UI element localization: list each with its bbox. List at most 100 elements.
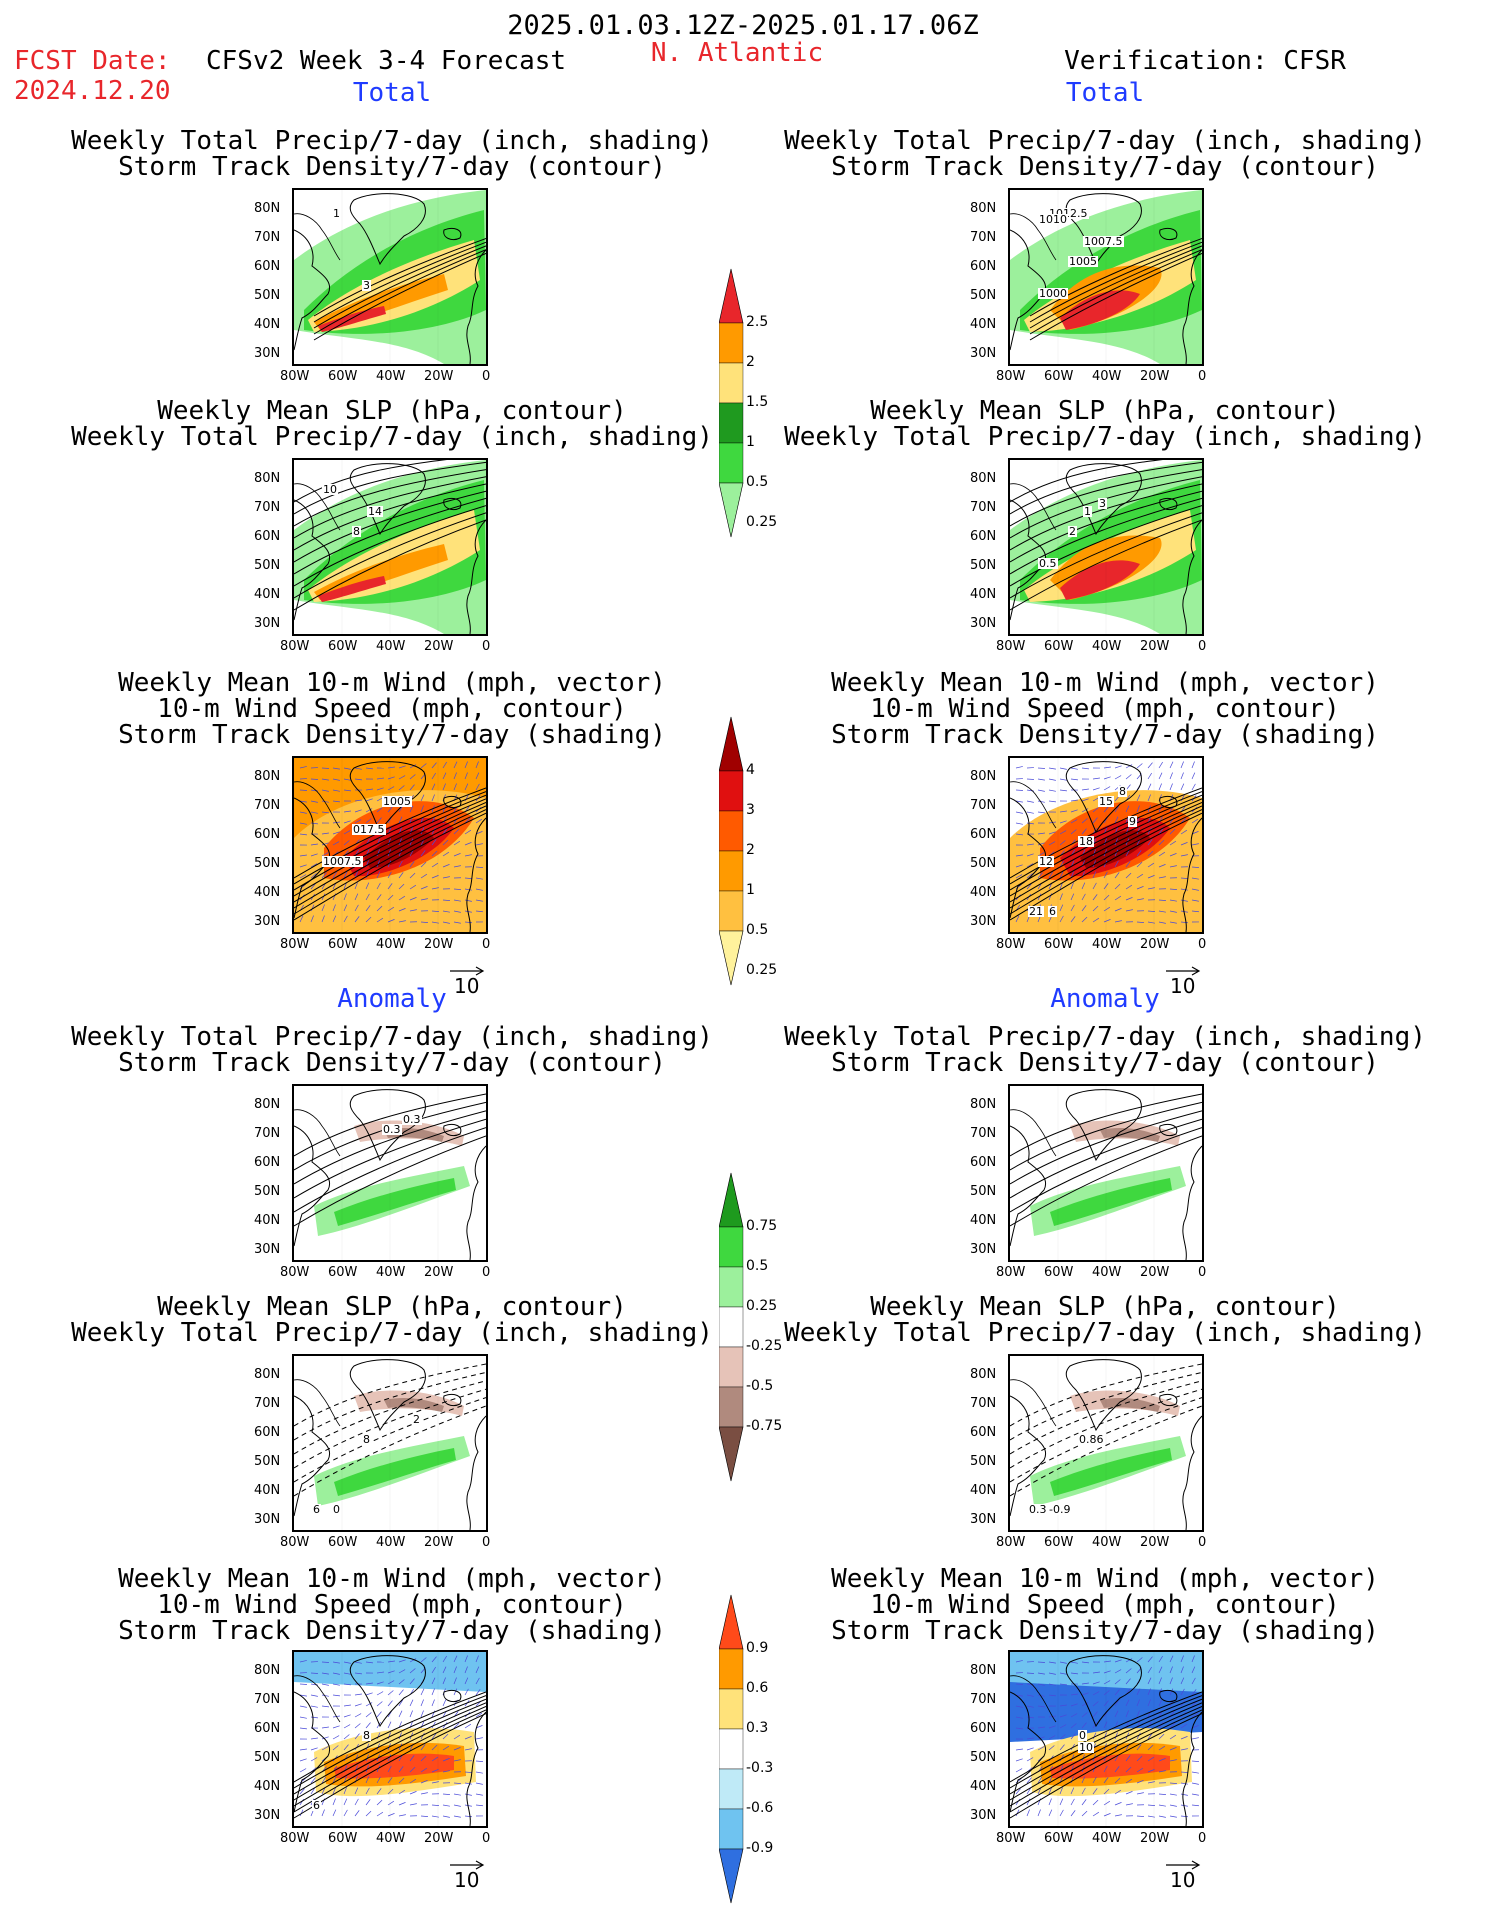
panel-title-4-fcst-line1: Weekly Total Precip/7-day (inch, shading… [71,1022,713,1052]
lat-tick-label: 60N [970,1155,997,1170]
map-plot [294,1356,486,1530]
colorbar-label: 0.5 [746,474,769,490]
lon-tick-label: 40W [376,369,406,384]
lat-tick-label: 40N [970,587,997,602]
contour-label: 2 [412,1413,421,1426]
lat-tick-label: 70N [254,1126,281,1141]
contour-label: 21 [1028,905,1044,918]
lon-tick-label: 60W [328,937,358,952]
lon-tick-label: 80W [280,1831,310,1846]
panel-title-1-fcst-line1: Weekly Total Precip/7-day (inch, shading… [71,126,713,156]
lat-tick-label: 60N [254,1721,281,1736]
colorbar-label: 1 [746,434,755,450]
map-plot [294,190,486,364]
contour-label: 1007.5 [1083,235,1124,248]
lat-tick-label: 30N [254,1808,281,1823]
lat-tick-label: 30N [970,346,997,361]
lon-tick-label: 80W [996,1831,1026,1846]
lat-tick-label: 40N [970,1779,997,1794]
lat-tick-label: 30N [254,616,281,631]
contour-label: 017.5 [352,823,386,836]
lon-tick-label: 60W [1044,1831,1074,1846]
lon-tick-label: 40W [1092,369,1122,384]
colorbar-label: 2 [746,842,755,858]
lat-tick-label: 50N [254,288,281,303]
contour-label: 12 [1038,855,1054,868]
lon-tick-label: 0 [1198,639,1207,654]
colorbar-label: 3 [746,802,755,818]
colorbar-label: 1.5 [746,394,769,410]
vector-reference-value: 10 [1170,974,1196,998]
contour-label: 1005 [1068,255,1098,268]
contour-label: 1 [332,207,341,220]
colorbar-label: -0.6 [746,1800,774,1816]
colorbar-4 [719,1594,744,1904]
lat-tick-label: 60N [970,529,997,544]
panel-title-1-verif-line2: Storm Track Density/7-day (contour) [831,152,1379,182]
lat-tick-label: 40N [254,1483,281,1498]
lat-tick-label: 40N [254,317,281,332]
colorbar-label: 0.9 [746,1640,769,1656]
lat-tick-label: 80N [254,1663,281,1678]
lat-tick-label: 50N [254,1750,281,1765]
lat-tick-label: 60N [254,1155,281,1170]
lat-tick-label: 30N [254,1242,281,1257]
vector-reference: 10 [448,966,486,996]
lat-tick-label: 80N [254,471,281,486]
map-panel-5-verif [1008,1354,1204,1532]
lon-tick-label: 80W [280,639,310,654]
lon-tick-label: 80W [280,369,310,384]
right-anomaly-header: Anomaly [1050,984,1160,1014]
colorbar-1 [719,268,744,538]
lat-tick-label: 80N [970,1097,997,1112]
lon-tick-label: 0 [482,639,491,654]
lon-tick-label: 40W [376,1265,406,1280]
lon-tick-label: 80W [996,1535,1026,1550]
contour-label: 8 [352,525,361,538]
contour-label: 8 [1118,785,1127,798]
lon-tick-label: 80W [996,639,1026,654]
lat-tick-label: 40N [970,1483,997,1498]
lat-tick-label: 40N [254,587,281,602]
colorbar-label: 0.6 [746,1680,769,1696]
panel-title-5-fcst-line2: Weekly Total Precip/7-day (inch, shading… [71,1318,713,1348]
colorbar-label: 1 [746,882,755,898]
lat-tick-label: 70N [970,1396,997,1411]
panel-title-5-verif-line1: Weekly Mean SLP (hPa, contour) [870,1292,1340,1322]
panel-title-6-verif-line1: Weekly Mean 10-m Wind (mph, vector) [831,1564,1379,1594]
lon-tick-label: 80W [280,1535,310,1550]
lat-tick-label: 70N [970,230,997,245]
colorbar-label: -0.3 [746,1760,774,1776]
lon-tick-label: 40W [1092,1831,1122,1846]
lon-tick-label: 20W [1140,639,1170,654]
lat-tick-label: 70N [970,1692,997,1707]
left-total-header: Total [352,78,432,108]
lon-tick-label: 80W [280,937,310,952]
forecast-period: 2025.01.03.12Z-2025.01.17.06Z [507,10,979,41]
map-panel-6-fcst [292,1650,488,1828]
lat-tick-label: 40N [254,885,281,900]
map-plot [1010,1086,1202,1260]
lon-tick-label: 20W [424,639,454,654]
map-panel-1-fcst [292,188,488,366]
vector-reference-arrow [1166,1860,1201,1870]
lon-tick-label: 40W [1092,1535,1122,1550]
map-panel-2-fcst [292,458,488,636]
colorbar-label: 0.5 [746,1258,769,1274]
lon-tick-label: 60W [328,1265,358,1280]
colorbar-label: -0.5 [746,1378,774,1394]
contour-label: 0.3 [382,1123,402,1136]
model-title: CFSv2 Week 3-4 Forecast [206,46,567,76]
contour-label: 1000 [1038,287,1068,300]
lat-tick-label: 70N [970,1126,997,1141]
lon-tick-label: 80W [996,937,1026,952]
colorbar-label: 2.5 [746,314,769,330]
colorbar-label: 0.25 [746,1298,778,1314]
panel-title-3-verif-line3: Storm Track Density/7-day (shading) [831,720,1379,750]
panel-title-1-fcst-line2: Storm Track Density/7-day (contour) [118,152,666,182]
panel-title-3-verif-line1: Weekly Mean 10-m Wind (mph, vector) [831,668,1379,698]
map-panel-3-fcst [292,756,488,934]
colorbar-label: 2 [746,354,755,370]
map-plot [294,1086,486,1260]
lat-tick-label: 80N [254,769,281,784]
